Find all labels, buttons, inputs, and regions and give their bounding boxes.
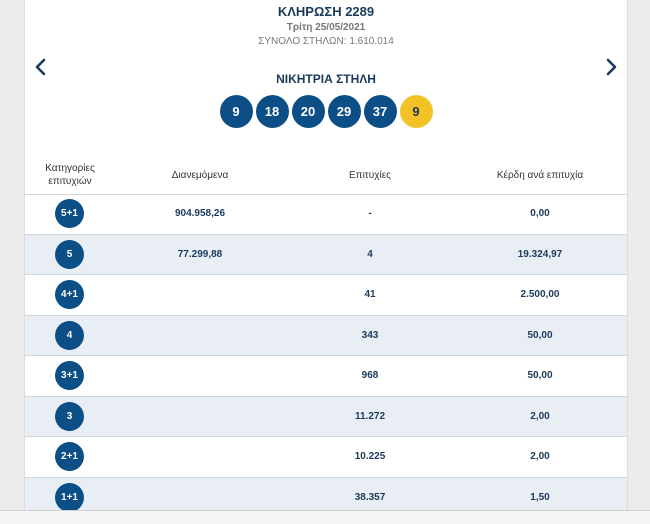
header-distributed: Διανεμόμενα — [171, 170, 229, 181]
joker-number-ball: 9 — [399, 95, 433, 128]
prize-cell: 50,00 — [527, 370, 553, 381]
winning-number-ball: 37 — [363, 95, 397, 128]
table-row: 4 343 50,00 — [25, 315, 627, 356]
prize-cell: 0,00 — [530, 208, 550, 219]
prize-cell: 2,00 — [530, 451, 550, 462]
distributed-cell — [125, 316, 275, 356]
header-category-line1: Κατηγορίες — [45, 163, 95, 174]
category-badge: 4 — [55, 320, 84, 350]
distributed-cell — [125, 397, 275, 437]
hits-cell: 10.225 — [354, 451, 386, 462]
table-row: 3 11.272 2,00 — [25, 396, 627, 437]
prize-cell: 2,00 — [530, 410, 550, 422]
prize-cell: 50,00 — [527, 329, 553, 341]
hits-cell: - — [368, 208, 372, 219]
header-category: Κατηγορίες επιτυχιών — [35, 162, 105, 188]
category-badge: 3 — [55, 401, 84, 431]
page-bottom-bar — [0, 510, 650, 524]
next-draw-button[interactable] — [601, 56, 621, 78]
prize-cell: 19.324,97 — [517, 248, 563, 260]
category-badge: 2+1 — [55, 442, 84, 471]
winning-numbers: 9 18 20 29 37 9 — [25, 95, 627, 128]
chevron-right-icon — [606, 58, 617, 76]
prize-cell: 2.500,00 — [520, 289, 560, 300]
hits-cell: 343 — [361, 329, 379, 341]
hits-cell: 41 — [364, 289, 376, 300]
total-columns: ΣΥΝΟΛΟ ΣΤΗΛΩΝ: 1.610.014 — [258, 36, 394, 47]
header-hits: Επιτυχίες — [349, 170, 391, 181]
hits-cell: 11.272 — [354, 410, 386, 422]
category-badge: 4+1 — [55, 280, 84, 309]
previous-draw-button[interactable] — [31, 56, 51, 78]
winning-number-ball: 29 — [327, 95, 361, 128]
category-badge: 1+1 — [55, 482, 84, 512]
distributed-cell — [125, 275, 275, 315]
hits-cell: 968 — [361, 370, 379, 381]
table-row: 4+1 41 2.500,00 — [25, 275, 627, 316]
results-table-body: 5+1 904.958,26 - 0,00 5 77.299,88 4 19.3… — [25, 194, 627, 518]
winning-number-ball: 9 — [219, 95, 253, 128]
category-badge: 3+1 — [55, 361, 84, 390]
header-category-line2: επιτυχιών — [48, 176, 92, 187]
hits-cell: 4 — [367, 248, 373, 260]
table-row: 5+1 904.958,26 - 0,00 — [25, 194, 627, 235]
winning-column-label: ΝΙΚΗΤΡΙΑ ΣΤΗΛΗ — [276, 72, 376, 86]
distributed-cell: 904.958,26 — [174, 208, 226, 219]
distributed-cell — [125, 356, 275, 396]
results-panel: ΚΛΗΡΩΣΗ 2289 Τρίτη 25/05/2021 ΣΥΝΟΛΟ ΣΤΗ… — [24, 0, 628, 518]
draw-title: ΚΛΗΡΩΣΗ 2289 — [277, 4, 375, 19]
chevron-left-icon — [35, 58, 46, 76]
results-table-header: Κατηγορίες επιτυχιών Διανεμόμενα Επιτυχί… — [25, 158, 627, 195]
table-row: 2+1 10.225 2,00 — [25, 437, 627, 478]
category-badge: 5+1 — [55, 199, 84, 228]
draw-date: Τρίτη 25/05/2021 — [286, 22, 366, 33]
winning-number-ball: 18 — [255, 95, 289, 128]
table-row: 5 77.299,88 4 19.324,97 — [25, 234, 627, 275]
table-row: 3+1 968 50,00 — [25, 356, 627, 397]
winning-number-ball: 20 — [291, 95, 325, 128]
prize-cell: 1,50 — [530, 491, 550, 503]
distributed-cell: 77.299,88 — [177, 248, 223, 260]
hits-cell: 38.357 — [354, 491, 386, 503]
distributed-cell — [125, 437, 275, 477]
category-badge: 5 — [55, 239, 84, 269]
header-prize: Κέρδη ανά επιτυχία — [496, 170, 584, 181]
